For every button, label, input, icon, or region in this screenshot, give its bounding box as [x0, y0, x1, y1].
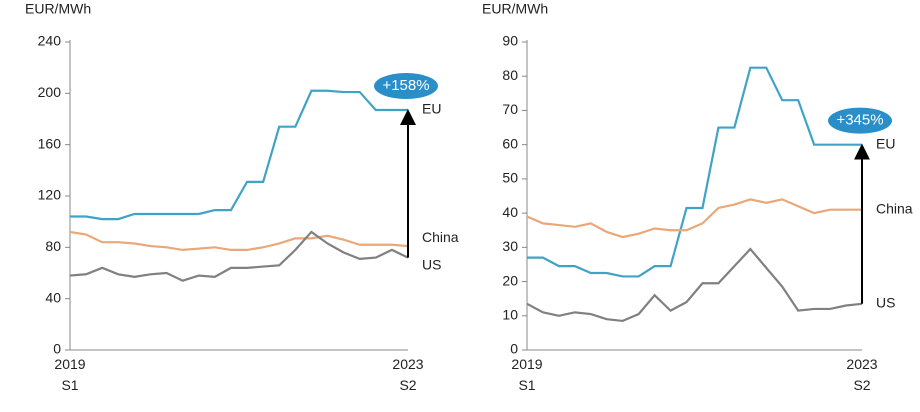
y-tick-label: 40	[45, 289, 61, 305]
x-tick-label: 2019 S1	[54, 356, 86, 393]
y-tick-label: 40	[502, 204, 518, 220]
y-tick-label: 30	[502, 238, 518, 254]
y-tick-label: 10	[502, 306, 518, 322]
series-label: EU	[422, 101, 441, 117]
line	[526, 247, 863, 323]
line	[69, 230, 409, 282]
line	[527, 66, 862, 278]
y-tick-label: 160	[38, 135, 62, 151]
line	[70, 89, 408, 221]
x-tick-label: 2023 S2	[392, 356, 424, 393]
series-label: US	[876, 295, 895, 311]
y-tick-label: 120	[38, 187, 62, 203]
series-label: China	[422, 229, 459, 245]
series-label: China	[876, 200, 913, 216]
y-tick-label: 80	[502, 67, 518, 83]
y-axis-label: EUR/MWh	[482, 1, 548, 17]
series-label: EU	[876, 135, 895, 151]
line	[69, 230, 409, 252]
annotation: +345%	[836, 112, 883, 129]
y-tick-label: 90	[502, 33, 518, 49]
y-tick-label: 0	[53, 341, 61, 357]
line	[526, 198, 862, 239]
x-tick-label: 2019 S1	[511, 356, 543, 393]
y-tick-label: 0	[510, 341, 518, 357]
y-tick-label: 60	[502, 135, 518, 151]
y-tick-label: 20	[502, 272, 518, 288]
badge	[374, 73, 438, 100]
y-tick-label: 240	[38, 33, 62, 49]
y-axis-label: EUR/MWh	[25, 1, 91, 17]
badge	[828, 107, 892, 134]
y-tick-label: 70	[502, 101, 518, 117]
y-tick-label: 50	[502, 170, 518, 186]
x-tick-label: 2023 S2	[846, 356, 878, 393]
y-tick-label: 80	[45, 238, 61, 254]
series-label: US	[422, 256, 441, 272]
y-tick-label: 200	[38, 84, 62, 100]
annotation: +158%	[382, 77, 429, 94]
